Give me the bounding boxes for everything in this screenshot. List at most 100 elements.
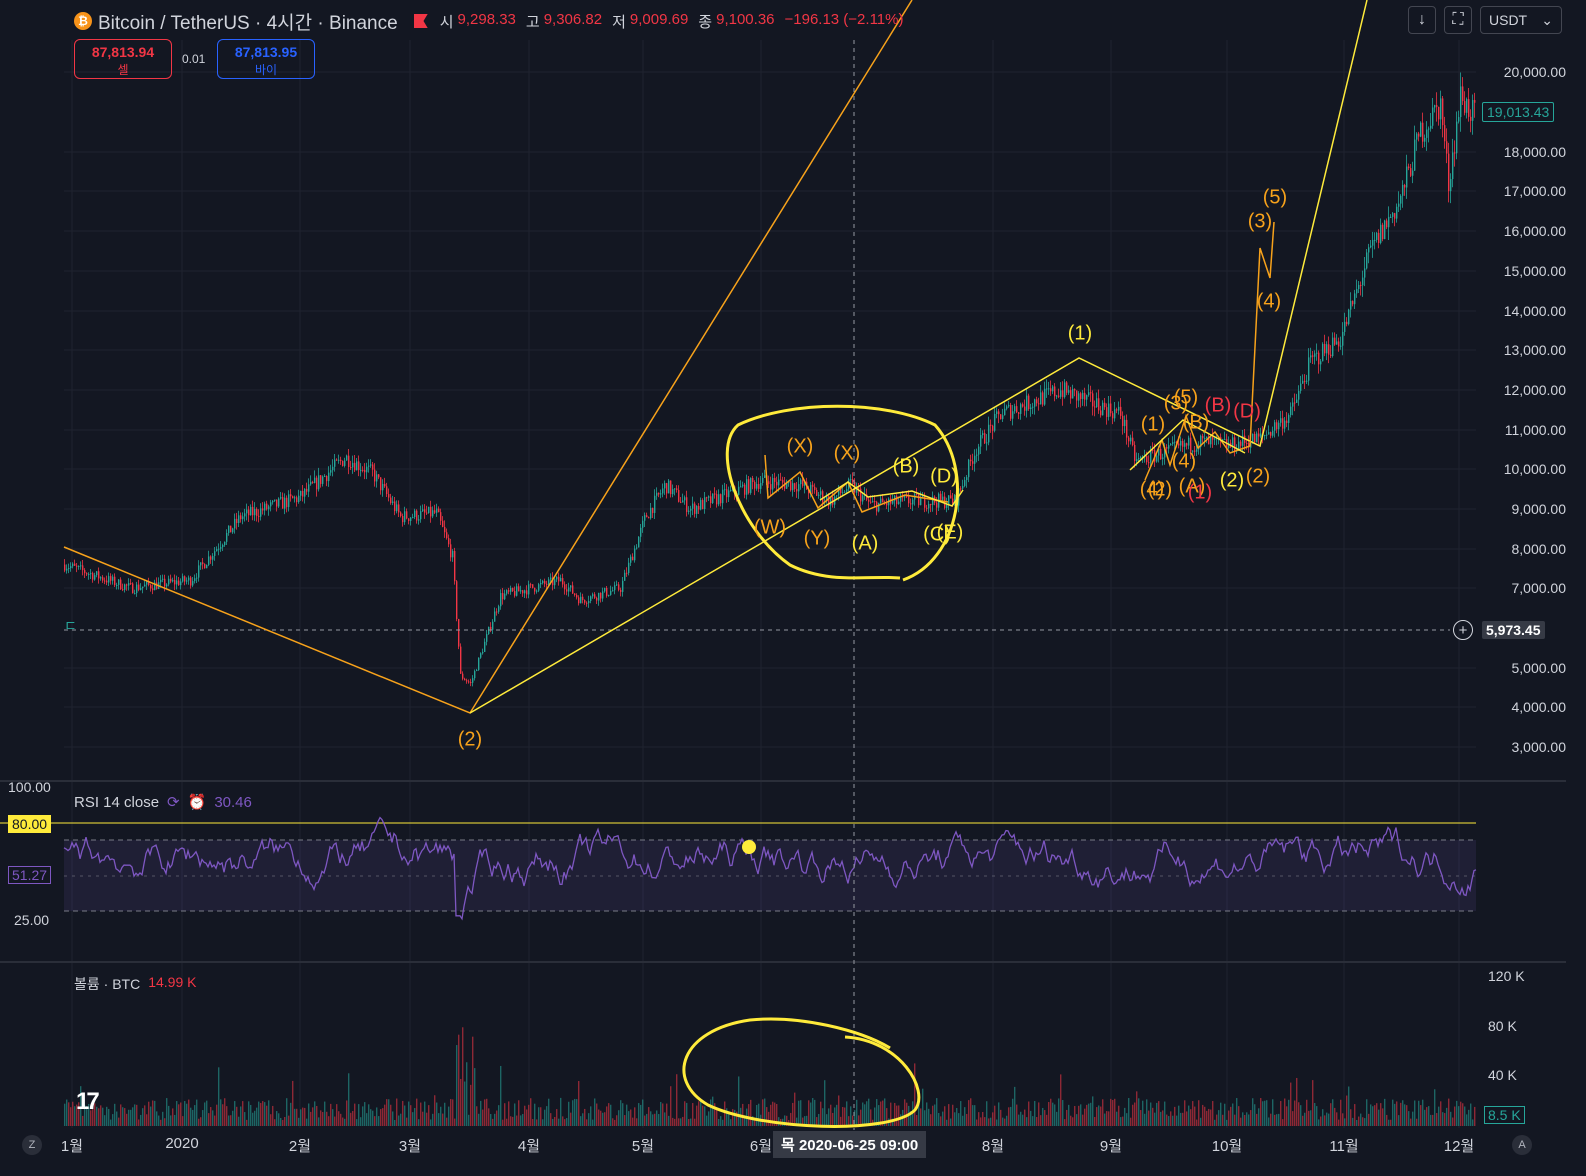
volume-bar [146, 1114, 148, 1126]
volume-bar [1384, 1098, 1386, 1126]
volume-bar [110, 1119, 112, 1126]
wave-label[interactable]: (5) [1262, 186, 1288, 209]
wave-label[interactable]: (4) [1171, 450, 1197, 473]
wave-label[interactable]: (Y) [803, 527, 831, 550]
candle-body [274, 499, 276, 501]
fullscreen-icon[interactable]: ⛶ [1444, 6, 1472, 34]
volume-bar [456, 1045, 458, 1126]
candle-body [1212, 436, 1214, 440]
candle-body [96, 571, 98, 576]
candle-body [908, 496, 910, 504]
wave-label[interactable]: (1) [1187, 481, 1213, 504]
volume-legend[interactable]: 볼륨 · BTC 14.99 K [74, 974, 196, 994]
rsi-legend[interactable]: RSI 14 close ⟳ ⏰ 30.46 [74, 793, 252, 812]
volume-bar [836, 1104, 838, 1126]
candle-body [874, 501, 876, 503]
orange-trendline [63, 0, 913, 714]
candle-body [1184, 443, 1186, 447]
wave-label[interactable]: (X) [786, 435, 814, 458]
candle-body [566, 589, 568, 592]
wave-label[interactable]: (3) [1247, 210, 1273, 233]
candle-body [604, 587, 606, 592]
candle-body [1046, 388, 1048, 390]
wave-label[interactable]: (1) [1140, 413, 1166, 436]
volume-bar [1192, 1101, 1194, 1126]
volume-bar [1212, 1101, 1214, 1126]
candle-body [648, 517, 650, 519]
download-icon[interactable]: ↓ [1408, 6, 1436, 34]
candle-body [698, 506, 700, 510]
sell-button[interactable]: 87,813.94 셀 [74, 39, 172, 79]
volume-bar [402, 1100, 404, 1126]
auto-scale-a-icon[interactable]: A [1512, 1135, 1532, 1155]
wave-label[interactable]: (4) [1139, 478, 1165, 501]
volume-bar [1360, 1113, 1362, 1126]
candle-body [668, 480, 670, 494]
timezone-z-icon[interactable]: Z [22, 1135, 42, 1155]
buy-button[interactable]: 87,813.95 바이 [217, 39, 315, 79]
volume-bar [1024, 1109, 1026, 1126]
wave-label[interactable]: (D) [1233, 400, 1261, 423]
volume-bar [1406, 1105, 1408, 1126]
candle-body [968, 459, 970, 478]
candle-body [966, 477, 968, 481]
candle-body [762, 477, 764, 483]
wave-label[interactable]: (W) [753, 516, 787, 539]
wave-label[interactable]: (2) [1147, 478, 1173, 501]
candle-body [222, 545, 224, 548]
candle-body [92, 573, 94, 580]
wave-label[interactable]: (2) [1219, 469, 1245, 492]
candle-body [540, 583, 542, 585]
add-alert-plus-icon[interactable]: + [1453, 620, 1473, 640]
wave-label[interactable]: (3) [1163, 392, 1189, 415]
volume-bar [510, 1116, 512, 1126]
volume-bar [1008, 1107, 1010, 1126]
symbol-title[interactable]: Bitcoin / TetherUS · 4시간 · Binance [98, 12, 398, 34]
candle-body [556, 576, 558, 580]
volume-bar [1408, 1111, 1410, 1126]
volume-bar [1424, 1109, 1426, 1126]
volume-bar [858, 1115, 860, 1126]
candle-body [478, 657, 480, 670]
candle-body [336, 459, 338, 461]
wave-label[interactable]: (2) [457, 728, 483, 751]
candle-body [810, 484, 812, 494]
volume-bar [754, 1119, 756, 1126]
price-axis-label: 16,000.00 [1503, 223, 1566, 239]
flag-icon[interactable] [413, 14, 428, 28]
wave-label[interactable]: (1) [1067, 322, 1093, 345]
wave-label[interactable]: (4) [1256, 290, 1282, 313]
volume-bar [690, 1118, 692, 1126]
wave-label[interactable]: (2) [1245, 465, 1271, 488]
volume-bar [1070, 1115, 1072, 1126]
volume-bar [772, 1101, 774, 1126]
candle-body [748, 479, 750, 493]
wave-label[interactable]: (E) [936, 521, 964, 544]
volume-bar [1410, 1118, 1412, 1126]
candle-body [1090, 392, 1092, 394]
volume-bar [544, 1109, 546, 1126]
wave-label[interactable]: (B) [1204, 394, 1232, 417]
volume-bar [1060, 1074, 1062, 1126]
candle-body [1178, 443, 1180, 446]
currency-select[interactable]: USDT ⌄ [1480, 6, 1562, 34]
wave-label[interactable]: (X) [833, 442, 861, 465]
volume-bar [762, 1099, 764, 1126]
wave-label[interactable]: (A) [851, 532, 879, 555]
candle-body [936, 502, 938, 508]
wave-label[interactable]: (5) [1173, 386, 1199, 409]
wave-label[interactable]: (B) [1182, 411, 1210, 434]
candle-body [676, 488, 678, 491]
wave-label[interactable]: (B) [892, 455, 920, 478]
wave-label[interactable]: (A) [1178, 475, 1206, 498]
volume-bar [922, 1088, 924, 1126]
wave-label[interactable]: (C) [923, 523, 951, 546]
candle-body [310, 481, 312, 485]
candle-body [1042, 392, 1044, 405]
volume-bar [170, 1115, 172, 1126]
volume-bar [448, 1106, 450, 1126]
volume-bar [122, 1107, 124, 1126]
wave-label[interactable]: (D) [930, 465, 958, 488]
tradingview-logo[interactable]: 17 [76, 1088, 100, 1115]
